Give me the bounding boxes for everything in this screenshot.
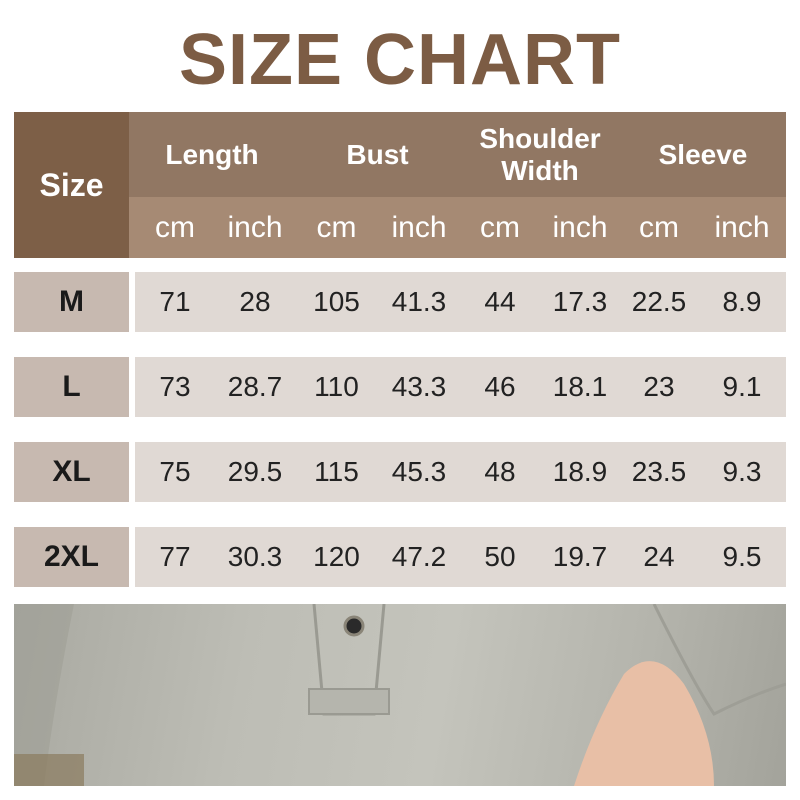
size-label: L xyxy=(14,357,129,417)
table-cell: 50 xyxy=(484,541,516,572)
table-cell: 9.5 xyxy=(722,541,762,572)
table-cell: 45.3 xyxy=(391,456,447,487)
table-cell: 41.3 xyxy=(391,286,447,317)
table-cell: 48 xyxy=(484,456,516,487)
table-cell: 115 xyxy=(314,456,359,487)
size-label: 2XL xyxy=(14,527,129,587)
unit-header: inch xyxy=(215,197,295,258)
unit-header: cm xyxy=(135,197,215,258)
unit-header: cm xyxy=(460,197,540,258)
unit-header: cm xyxy=(295,197,378,258)
table-cell: 18.1 xyxy=(552,371,608,402)
page-title: SIZE CHART xyxy=(179,20,621,100)
unit-header: inch xyxy=(540,197,620,258)
table-row xyxy=(135,357,786,417)
table-cell: 28.7 xyxy=(227,371,283,402)
column-group-header: Sleeve xyxy=(620,112,786,197)
table-cell: 24 xyxy=(643,541,675,572)
size-label: XL xyxy=(14,442,129,502)
table-cell: 71 xyxy=(159,286,191,317)
table-cell: 47.2 xyxy=(391,541,447,572)
table-cell: 23 xyxy=(643,371,675,402)
shirt-illustration xyxy=(14,604,786,786)
table-cell: 30.3 xyxy=(227,541,283,572)
table-cell: 73 xyxy=(159,371,191,402)
table-cell: 9.3 xyxy=(722,456,762,487)
table-cell: 22.5 xyxy=(631,286,687,317)
unit-header: inch xyxy=(698,197,786,258)
table-cell: 8.9 xyxy=(722,286,762,317)
column-group-header: Shoulder Width xyxy=(460,112,620,197)
table-cell: 75 xyxy=(159,456,191,487)
table-row xyxy=(135,442,786,502)
table-cell: 44 xyxy=(484,286,516,317)
table-cell: 28 xyxy=(239,286,271,317)
column-group-header: Length xyxy=(129,112,295,197)
size-header: Size xyxy=(14,112,129,258)
table-cell: 46 xyxy=(484,371,516,402)
unit-header: inch xyxy=(378,197,460,258)
table-cell: 19.7 xyxy=(552,541,608,572)
table-cell: 77 xyxy=(159,541,191,572)
table-cell: 17.3 xyxy=(552,286,608,317)
size-label: M xyxy=(14,272,129,332)
table-row xyxy=(135,527,786,587)
column-group-header: Bust xyxy=(295,112,460,197)
table-cell: 43.3 xyxy=(391,371,447,402)
table-row xyxy=(135,272,786,332)
table-cell: 23.5 xyxy=(631,456,687,487)
table-cell: 110 xyxy=(314,371,359,402)
table-cell: 9.1 xyxy=(722,371,762,402)
unit-header: cm xyxy=(620,197,698,258)
table-cell: 105 xyxy=(313,286,360,317)
table-cell: 120 xyxy=(313,541,360,572)
table-cell: 29.5 xyxy=(227,456,283,487)
product-photo xyxy=(14,604,786,786)
table-cell: 18.9 xyxy=(552,456,608,487)
